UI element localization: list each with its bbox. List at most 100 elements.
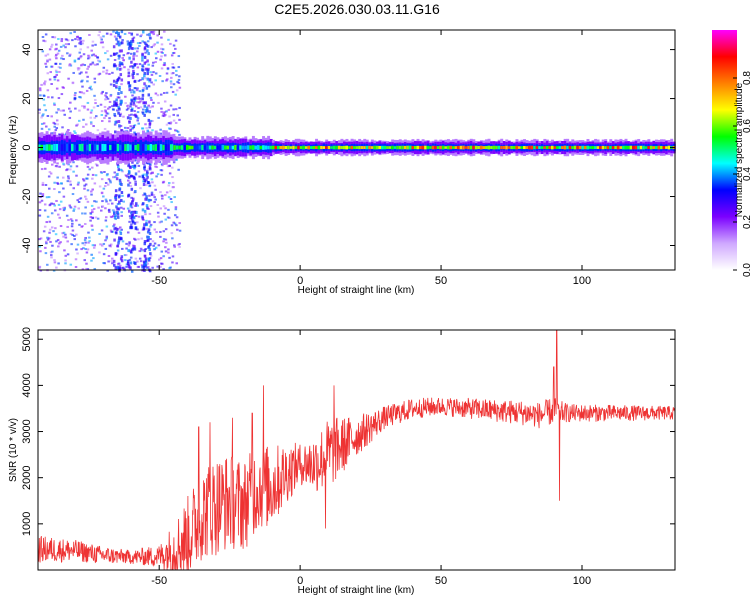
spectrogram-cell (141, 175, 145, 179)
spectrogram-cell (132, 55, 135, 58)
spectrogram-cell (148, 110, 151, 114)
spectrogram-cell (122, 59, 125, 62)
spectrogram-cell (51, 96, 54, 99)
spectrogram-cell (38, 111, 41, 114)
spectrogram-cell (141, 269, 144, 272)
x-tick-label: 50 (435, 575, 447, 587)
spectrogram-cell (457, 145, 461, 150)
spectrogram-cell (128, 171, 131, 175)
spectrogram-cell (164, 207, 167, 210)
spectrogram-cell (151, 119, 154, 122)
spectrogram-cell (464, 146, 468, 149)
y-tick-label: 2000 (21, 465, 33, 489)
spectrogram-cell (91, 177, 94, 180)
spectrogram-cell (98, 30, 102, 33)
spectrogram-cell (91, 211, 94, 214)
spectrogram-cell (129, 102, 133, 106)
spectrogram-cell (120, 91, 123, 95)
spectrogram-cell (130, 64, 133, 67)
spectrogram-cell (154, 52, 158, 55)
spectrogram-cell (111, 143, 115, 152)
spectrogram-cell (102, 35, 105, 38)
spectrogram-cell (105, 92, 108, 95)
spectrogram-cell (72, 187, 75, 190)
spectrogram-cell (175, 216, 179, 219)
spectrogram-cell (92, 207, 96, 210)
spectrogram-cell (81, 105, 84, 108)
spectrogram-cell (141, 64, 144, 68)
spectrogram-cell (497, 145, 501, 150)
spectrogram-cell (141, 265, 144, 269)
spectrogram-cell (106, 50, 109, 53)
spectrogram-cell (44, 240, 48, 243)
spectrogram-cell (176, 80, 179, 83)
spectrogram-cell (160, 220, 163, 223)
spectrogram-cell (171, 176, 174, 179)
spectrogram-cell (165, 123, 169, 126)
spectrogram-cell (176, 114, 180, 117)
spectrogram-cell (169, 190, 172, 193)
spectrogram-cell (143, 55, 147, 59)
spectrogram-cell (188, 145, 192, 150)
spectrogram-cell (287, 145, 291, 150)
spectrogram-cell (69, 218, 73, 221)
spectrogram-cell (111, 105, 114, 108)
spectrogram-cell (370, 146, 374, 149)
spectrogram-cell (141, 202, 145, 206)
spectrogram-cell (136, 111, 140, 114)
spectrogram-cell (128, 88, 131, 92)
spectrogram-cell (159, 132, 163, 135)
spectrogram-cell (104, 239, 107, 242)
spectrogram-cell (45, 221, 48, 224)
spectrogram-cell (117, 42, 121, 46)
spectrogram-cell (117, 165, 120, 169)
spectrogram-cell (116, 40, 120, 44)
spectrogram-cell (64, 236, 68, 239)
spectrogram-cell (145, 197, 149, 201)
spectrogram-cell (147, 257, 150, 261)
spectrogram-cell (167, 184, 171, 187)
y-tick-label: 4000 (21, 373, 33, 397)
spectrogram-cell (46, 115, 50, 118)
spectrogram-cell (81, 42, 84, 45)
spectrogram-cell (174, 121, 178, 124)
spectrogram-cell (154, 246, 158, 249)
spectrogram-cell (143, 240, 147, 244)
spectrogram-cell (114, 53, 118, 56)
spectrogram-cell (160, 67, 164, 70)
spectrogram-cell (107, 260, 110, 263)
spectrogram-cell (601, 145, 605, 150)
spectrogram-cell (119, 100, 123, 104)
spectrogram-cell (136, 228, 139, 231)
spectrogram-cell (69, 206, 72, 209)
spectrogram-cell (117, 57, 121, 60)
spectrogram-cell (96, 56, 99, 59)
spectrogram-cell (49, 132, 53, 135)
spectrogram-cell (83, 239, 87, 242)
spectrogram-cell (156, 94, 160, 97)
spectrogram-cell (180, 145, 184, 150)
spectrogram-cell (85, 198, 88, 201)
spectrogram-cell (122, 54, 126, 57)
spectrogram-cell (112, 30, 115, 33)
colorbar-ticks: 0.00.20.40.60.8 (733, 71, 750, 277)
spectrogram-cell (175, 74, 178, 77)
spectrogram-cell (139, 100, 142, 103)
spectrogram-cell (170, 54, 174, 57)
spectrogram-cell (558, 146, 562, 149)
spectrogram-cell (130, 108, 133, 112)
spectrogram-cell (145, 204, 149, 208)
spectrogram-cell (129, 144, 133, 151)
spectrogram-cell (119, 232, 123, 236)
spectrogram-cell (159, 169, 163, 172)
spectrogram-cell (90, 193, 93, 196)
spectrogram-cell (45, 125, 48, 128)
spectrogram-cell (152, 33, 156, 36)
spectrogram-cell (160, 107, 163, 110)
spectrogram-cell (96, 59, 100, 62)
spectrogram-cell (131, 213, 135, 217)
spectrogram-cell (141, 215, 144, 219)
spectrogram-cell (143, 262, 146, 266)
spectrogram-cell (86, 200, 90, 203)
spectrogram-cell (100, 244, 104, 247)
